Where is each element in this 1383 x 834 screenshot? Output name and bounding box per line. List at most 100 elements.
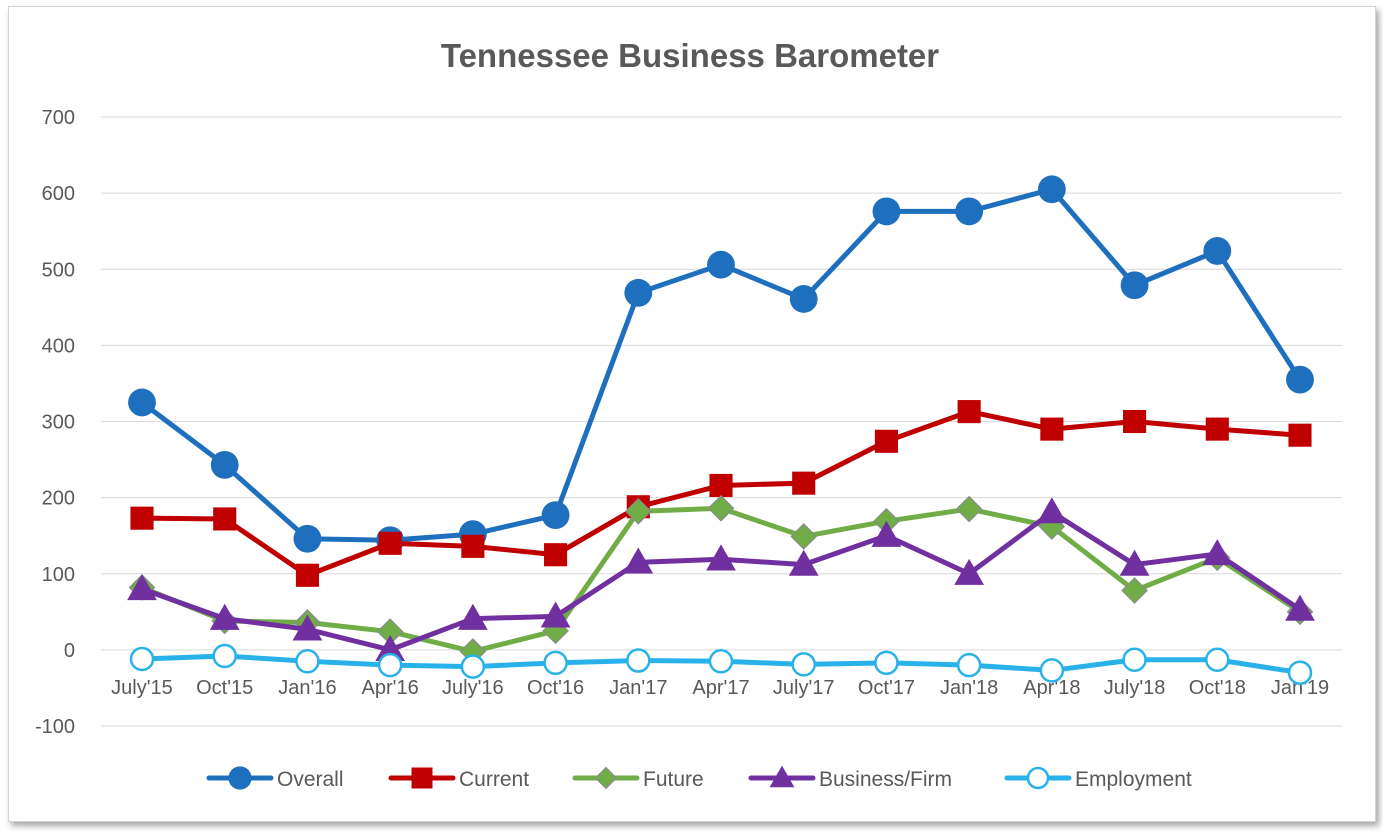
data-point-employment	[543, 650, 568, 676]
data-point-employment	[212, 643, 237, 669]
data-point-overall	[1286, 365, 1314, 394]
data-point-current	[461, 534, 485, 558]
x-tick-label: Jan'16	[278, 677, 336, 699]
chart-title: Tennessee Business Barometer	[441, 37, 939, 74]
data-point-business-firm	[209, 603, 240, 630]
x-axis: July'15 Oct'15 Jan'16 Apr'16 July'16 Oct'16 Ja…	[111, 677, 1329, 699]
data-point-current	[295, 563, 319, 587]
legend-marker	[1026, 766, 1050, 790]
data-point-employment	[1122, 647, 1147, 673]
data-point-employment	[626, 648, 651, 673]
legend-label: Overall	[277, 768, 344, 791]
data-point-business-firm	[1285, 594, 1315, 621]
legend-item-future: Future	[572, 766, 704, 791]
data-point-overall	[210, 450, 239, 479]
data-point-employment	[1205, 647, 1230, 673]
x-tick-label: Oct'18	[1189, 677, 1246, 699]
data-point-overall	[128, 388, 156, 417]
data-point-current	[544, 543, 568, 567]
x-tick-label: July'18	[1104, 677, 1166, 699]
data-point-overall	[1120, 271, 1149, 300]
data-point-future	[790, 523, 818, 550]
y-axis: -100 0 100 200 300 400 500 600 700	[35, 107, 75, 738]
x-tick-label: Apr'16	[362, 677, 419, 699]
x-tick-label: July'17	[773, 677, 835, 699]
data-point-business-firm	[1036, 497, 1067, 524]
data-point-overall	[1203, 237, 1232, 265]
data-point-employment	[1039, 658, 1065, 683]
x-tick-label: Apr'17	[692, 677, 749, 699]
plot-area	[127, 175, 1315, 685]
y-tick-label: 600	[42, 183, 75, 205]
x-tick-label: July'16	[442, 677, 504, 699]
legend-marker	[769, 765, 795, 788]
data-point-overall	[707, 250, 735, 279]
data-point-current	[957, 400, 981, 424]
legend-label: Current	[459, 768, 529, 791]
x-tick-label: July'15	[111, 677, 173, 699]
x-tick-label: Oct'15	[196, 677, 253, 699]
data-point-business-firm	[706, 544, 736, 571]
series-employment	[129, 643, 1313, 685]
legend-marker	[411, 767, 433, 789]
data-point-overall	[293, 524, 322, 553]
data-point-current	[130, 506, 154, 530]
legend-label: Employment	[1075, 768, 1192, 791]
legend-marker	[228, 766, 252, 790]
data-point-business-firm	[540, 601, 571, 628]
data-point-employment	[1287, 660, 1313, 685]
chart-container: Tennessee Business Barometer -100 0 100 200…	[8, 6, 1376, 822]
y-tick-label: 200	[42, 488, 75, 510]
data-point-business-firm	[457, 603, 488, 630]
y-tick-label: -100	[35, 716, 75, 738]
data-point-current	[1288, 423, 1312, 447]
data-point-business-firm	[292, 614, 323, 641]
data-point-future	[1121, 577, 1148, 604]
data-point-future	[707, 494, 735, 522]
data-point-overall	[789, 285, 818, 313]
data-point-business-firm	[1202, 539, 1233, 566]
data-point-current	[378, 531, 402, 555]
data-point-current	[709, 473, 733, 497]
legend-marker	[594, 766, 618, 790]
data-point-employment	[708, 649, 734, 674]
data-point-current	[1205, 417, 1229, 441]
data-point-employment	[377, 652, 403, 678]
data-point-business-firm	[127, 574, 157, 601]
data-point-business-firm	[623, 547, 654, 574]
data-point-overall	[872, 197, 901, 226]
legend-item-current: Current	[388, 767, 529, 791]
data-point-business-firm	[1119, 549, 1150, 576]
data-point-overall	[955, 197, 984, 226]
data-point-business-firm	[954, 558, 985, 585]
y-tick-label: 400	[42, 335, 75, 357]
x-tick-label: Oct'16	[527, 677, 584, 699]
data-point-current	[213, 507, 237, 531]
y-tick-label: 100	[42, 564, 75, 586]
data-point-overall	[541, 501, 570, 530]
x-tick-label: Jan'18	[940, 677, 998, 699]
legend: Overall Current Future Business/Firm Employm…	[206, 765, 1192, 791]
y-tick-label: 700	[42, 107, 75, 129]
line-chart: Tennessee Business Barometer -100 0 100 200…	[35, 37, 1342, 791]
x-tick-label: Oct'17	[858, 677, 915, 699]
y-tick-label: 500	[42, 259, 75, 281]
data-point-employment	[791, 652, 816, 677]
data-point-current	[792, 471, 816, 495]
legend-item-employment: Employment	[1004, 766, 1192, 791]
data-point-current	[874, 429, 898, 453]
series-business-firm	[127, 497, 1315, 662]
y-tick-label: 300	[42, 412, 75, 434]
x-tick-label: Jan'17	[609, 677, 667, 699]
legend-label: Business/Firm	[819, 768, 952, 791]
legend-item-business-firm: Business/Firm	[748, 765, 952, 791]
data-point-employment	[295, 649, 320, 674]
series-overall	[128, 175, 1314, 555]
data-point-business-firm	[871, 520, 902, 547]
data-point-overall	[1037, 175, 1066, 204]
data-point-overall	[624, 278, 653, 307]
data-point-current	[1040, 417, 1064, 441]
data-point-current	[1123, 409, 1147, 434]
data-point-employment	[956, 652, 982, 678]
x-tick-label: Apr'18	[1023, 677, 1080, 699]
